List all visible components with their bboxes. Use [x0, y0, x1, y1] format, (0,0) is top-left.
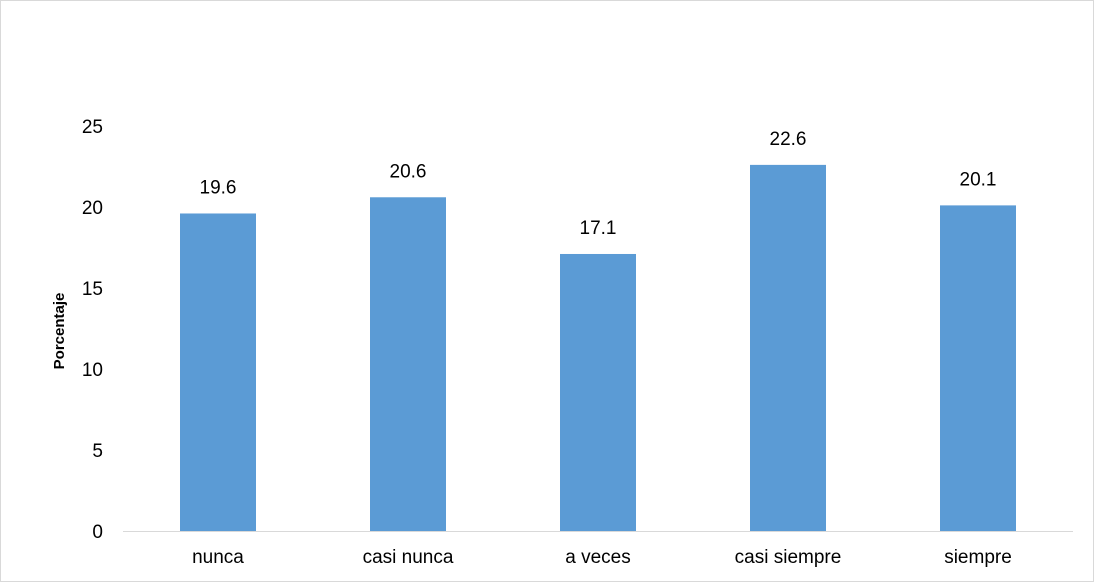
y-tick-label: 15: [82, 279, 103, 300]
x-tick-labels: nunca casi nunca a veces casi siempre siempr…: [192, 547, 1012, 568]
y-tick-label: 0: [92, 522, 103, 543]
bars: [180, 164, 1016, 532]
bar: [560, 253, 636, 532]
x-tick-label: casi nunca: [363, 547, 454, 568]
bar: [370, 197, 446, 531]
bar-value-label: 19.6: [200, 177, 237, 198]
x-tick-label: siempre: [944, 547, 1012, 568]
y-tick-label: 20: [82, 198, 103, 219]
bar-value-label: 20.1: [960, 169, 997, 190]
bar: [940, 205, 1016, 531]
bar: [180, 213, 256, 532]
y-axis-title: Porcentaje: [51, 293, 68, 370]
bar-value-label: 20.6: [390, 161, 427, 182]
bar: [750, 164, 826, 531]
data-labels: 19.6 20.6 17.1 22.6 20.1: [200, 129, 997, 239]
bar-value-label: 22.6: [770, 129, 807, 150]
y-tick-label: 5: [92, 441, 103, 462]
x-tick-label: nunca: [192, 547, 244, 568]
bar-value-label: 17.1: [580, 218, 617, 239]
x-tick-label: casi siempre: [735, 547, 842, 568]
y-tick-label: 25: [82, 117, 103, 138]
x-tick-label: a veces: [565, 547, 630, 568]
y-tick-label: 10: [82, 360, 103, 381]
y-tick-labels: 0 5 10 15 20 25: [82, 117, 103, 543]
